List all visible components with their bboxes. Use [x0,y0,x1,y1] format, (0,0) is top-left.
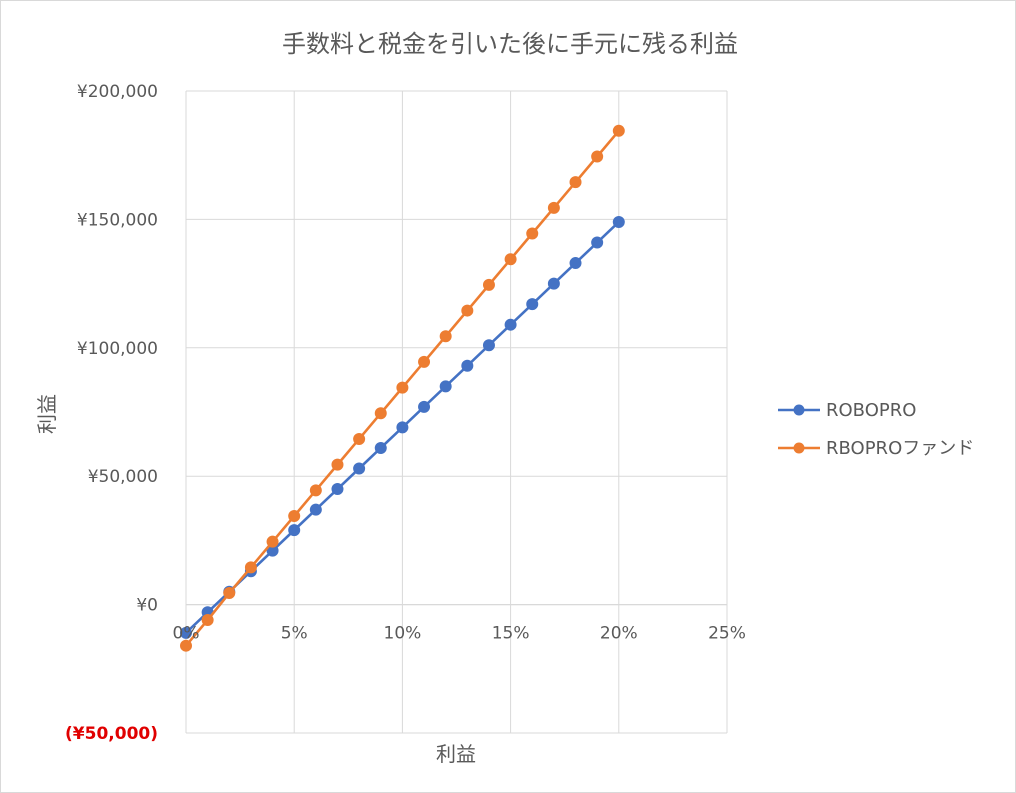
data-point [612,215,625,228]
data-point [180,639,192,652]
data-point [331,483,344,496]
series-2 [180,124,625,652]
data-point [309,503,322,516]
chart-title: 手数料と税金を引いた後に手元に残る利益 [282,30,738,58]
data-point [591,150,604,163]
data-point [526,298,539,311]
x-tick-label: 0% [173,624,200,644]
data-point [461,359,474,372]
data-point [353,462,366,475]
tick-labels: (¥50,000) ¥0 ¥50,000 ¥100,000 ¥150,000 ¥200,0… [65,82,746,744]
data-point [547,277,560,290]
gridlines [185,90,728,734]
data-point [526,227,539,240]
y-tick-label: ¥200,000 [77,82,158,102]
y-tick-label: ¥0 [136,596,158,616]
legend-label: ROBOPRO [826,400,916,421]
x-axis-title: 利益 [436,742,476,766]
data-point [504,318,517,331]
x-tick-label: 5% [281,624,308,644]
data-point [353,432,366,445]
x-tick-label: 20% [600,624,638,644]
legend-item-2: RBOPROファンド [778,438,974,459]
data-point [244,561,257,574]
legend-marker [793,442,805,454]
data-point [418,400,431,413]
y-tick-label: ¥100,000 [77,339,158,359]
data-point [309,484,322,497]
y-tick-label: ¥150,000 [77,210,158,230]
data-point [547,201,560,214]
x-tick-label: 10% [384,624,422,644]
data-point [461,304,474,317]
data-point [569,176,582,189]
data-point [439,330,452,343]
legend-item-1: ROBOPRO [778,400,916,421]
data-point [569,257,582,270]
y-tick-label: ¥50,000 [88,467,158,487]
data-point [396,421,409,434]
y-tick-label: (¥50,000) [65,724,158,744]
data-point [266,535,279,548]
data-point [482,339,495,352]
data-point [396,381,409,394]
legend: ROBOPRO RBOPROファンド [778,400,974,459]
x-tick-label: 15% [492,624,530,644]
data-point [288,510,301,523]
data-point [482,278,495,291]
series [180,124,625,652]
data-point [439,380,452,393]
data-point [374,407,387,420]
legend-marker [793,404,805,416]
y-axis-title: 利益 [35,394,59,434]
data-point [591,236,604,249]
data-point [180,626,192,639]
data-point [374,441,387,454]
data-point [418,355,431,368]
data-point [288,524,301,537]
data-point [612,124,625,137]
data-point [331,458,344,471]
data-point [504,253,517,266]
x-tick-label: 25% [708,624,746,644]
legend-label: RBOPROファンド [826,438,974,459]
data-point [201,614,214,627]
data-point [223,587,236,600]
